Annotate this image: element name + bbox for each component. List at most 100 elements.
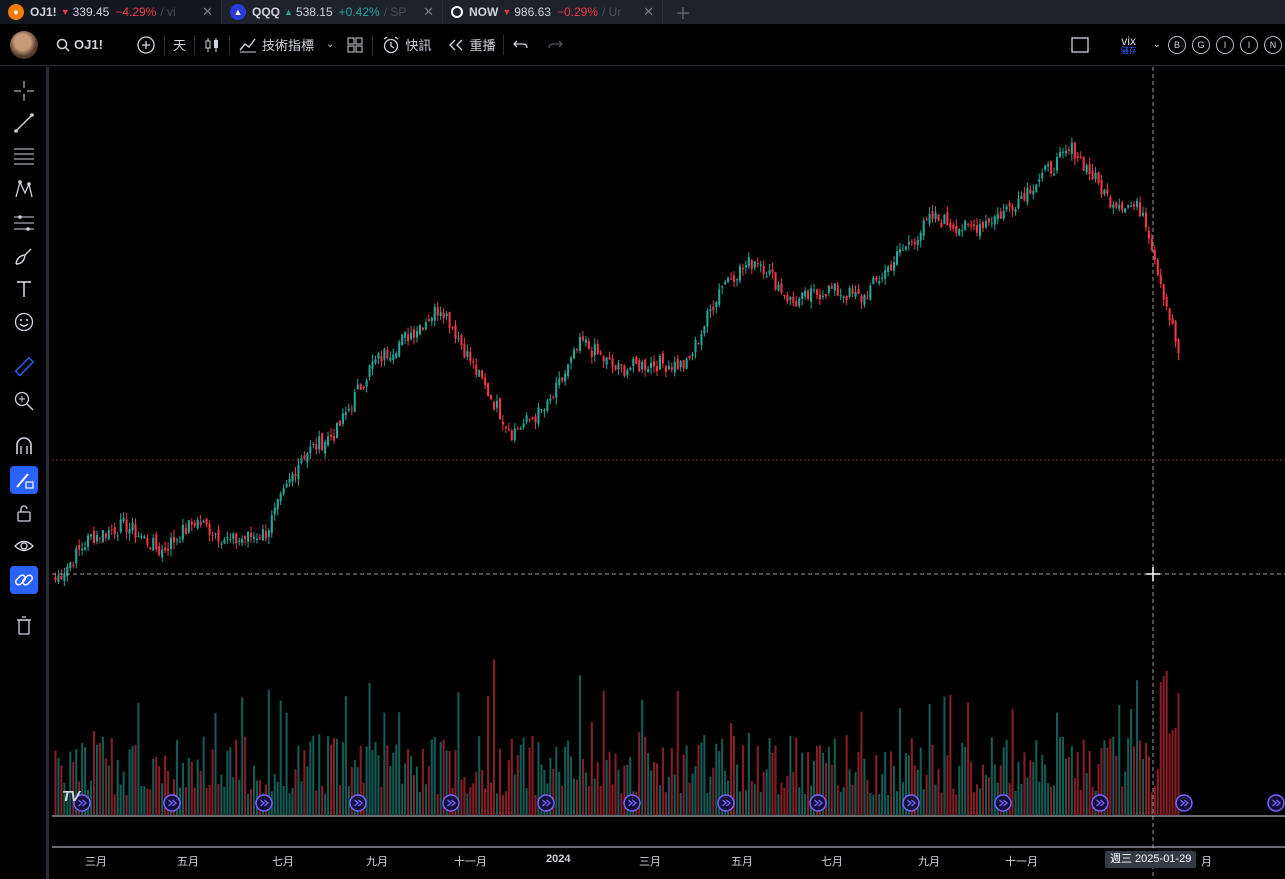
candle-body (727, 277, 730, 283)
magnet-tool[interactable] (10, 432, 38, 460)
candle-body (898, 249, 902, 253)
candle-body (1118, 205, 1121, 209)
volume-bar (143, 786, 146, 815)
hide-drawings-tool[interactable] (10, 532, 38, 560)
projection-tool[interactable] (10, 209, 38, 237)
candle-body (564, 373, 567, 382)
candle-body (587, 341, 590, 349)
volume-bar (629, 757, 632, 815)
volume-bar (1147, 756, 1150, 815)
volume-bar (330, 744, 333, 815)
circle-button-i[interactable]: I (1216, 35, 1234, 54)
crosshair-tool[interactable] (10, 77, 38, 105)
price-chart[interactable] (52, 67, 1285, 879)
close-icon[interactable]: ✕ (202, 4, 213, 19)
emoji-tool[interactable] (10, 308, 38, 336)
redo-button[interactable] (538, 24, 572, 66)
trendline-tool[interactable] (10, 109, 38, 137)
add-tab-button[interactable]: ＋ (663, 0, 703, 24)
layout-dropdown[interactable]: ⌄ (1149, 24, 1165, 66)
undo-button[interactable] (504, 24, 538, 66)
candle-body (140, 536, 143, 538)
close-icon[interactable]: ✕ (423, 4, 434, 19)
candle-body (993, 216, 996, 225)
zoom-tool[interactable] (10, 387, 38, 415)
volume-bars (54, 659, 1180, 815)
candle-body (673, 361, 676, 373)
volume-bar (57, 758, 60, 815)
close-icon[interactable]: ✕ (643, 4, 654, 19)
candle-body (205, 518, 208, 525)
candle-body (60, 575, 63, 580)
volume-bar (1070, 746, 1073, 815)
volume-bar (1032, 761, 1035, 815)
volume-bar (374, 742, 377, 815)
volume-bar (578, 675, 581, 815)
measure-tool[interactable] (10, 353, 38, 381)
fib-tool[interactable] (10, 142, 38, 170)
volume-bar (712, 767, 715, 815)
tab-suffix: / Ur (602, 5, 622, 19)
candle-body (66, 566, 69, 577)
redo-icon (548, 40, 564, 48)
replay-button[interactable]: 重播 (439, 24, 503, 66)
candle-body (1058, 151, 1062, 158)
layout-name-button[interactable]: vix 儲存 (1109, 24, 1149, 66)
alert-button[interactable]: 快訊 (373, 24, 439, 66)
pattern-tool[interactable] (10, 175, 38, 203)
volume-bar (190, 761, 193, 815)
plus-icon: ＋ (674, 6, 691, 23)
candle-body (718, 289, 721, 305)
candle-body (863, 295, 866, 305)
tab-now[interactable]: NOW ▼ 986.63 −0.29% / Ur ✕ (443, 0, 663, 24)
interval-button[interactable]: 天 (173, 38, 187, 53)
volume-bar (916, 769, 919, 815)
volume-bar (466, 793, 469, 815)
volume-bar (392, 752, 395, 815)
tradingview-logo[interactable]: TV (62, 788, 80, 805)
chart-type-button[interactable] (195, 24, 229, 66)
layouts-button[interactable] (338, 24, 372, 66)
symbol-search-button[interactable]: OJ1! (48, 24, 128, 66)
indicators-dropdown[interactable]: ⌄ (322, 24, 338, 66)
circle-button-g[interactable]: G (1192, 35, 1210, 54)
candle-body (955, 225, 958, 234)
lock-tool[interactable] (10, 499, 38, 527)
compare-button[interactable] (128, 24, 164, 66)
fullscreen-button[interactable] (1063, 24, 1109, 66)
tab-qqq[interactable]: ▲ QQQ ▲ 538.15 +0.42% / SP ✕ (222, 0, 443, 24)
volume-bar (318, 734, 321, 815)
time-axis-label: 九月 (918, 856, 940, 868)
circle-button-i-2[interactable]: I (1240, 35, 1258, 54)
brush-tool[interactable] (10, 242, 38, 270)
avatar[interactable] (10, 30, 38, 59)
volume-bar (81, 742, 84, 815)
stay-in-drawing-mode-tool[interactable] (10, 466, 38, 494)
volume-bar (922, 789, 925, 815)
alarm-clock-icon (384, 35, 399, 53)
volume-bar (1014, 791, 1017, 815)
volume-bar (1112, 736, 1115, 815)
volume-bar (303, 749, 306, 815)
candle-body (1162, 284, 1165, 300)
smiley-icon (14, 312, 34, 332)
candle-body (721, 286, 724, 288)
volume-bar (504, 791, 507, 815)
volume-bar (1097, 764, 1100, 815)
candle-body (478, 369, 481, 377)
circle-button-n[interactable]: N (1264, 35, 1282, 54)
tab-oj1[interactable]: ● OJ1! ▼ 339.45 −4.29% / vi ✕ (0, 0, 222, 24)
text-tool[interactable] (10, 275, 38, 303)
volume-bar (673, 774, 676, 815)
trash-icon (17, 616, 31, 635)
candle-body (581, 336, 584, 341)
remove-drawings-tool[interactable] (10, 612, 38, 640)
volume-bar (208, 784, 211, 815)
candle-body (1085, 165, 1088, 173)
circle-button-b[interactable]: B (1168, 35, 1186, 54)
sync-drawings-tool[interactable] (10, 566, 38, 594)
volume-bar (1144, 742, 1147, 815)
candle-body (875, 277, 878, 281)
indicators-button[interactable]: 技術指標 (230, 24, 322, 66)
volume-bar (641, 700, 644, 815)
